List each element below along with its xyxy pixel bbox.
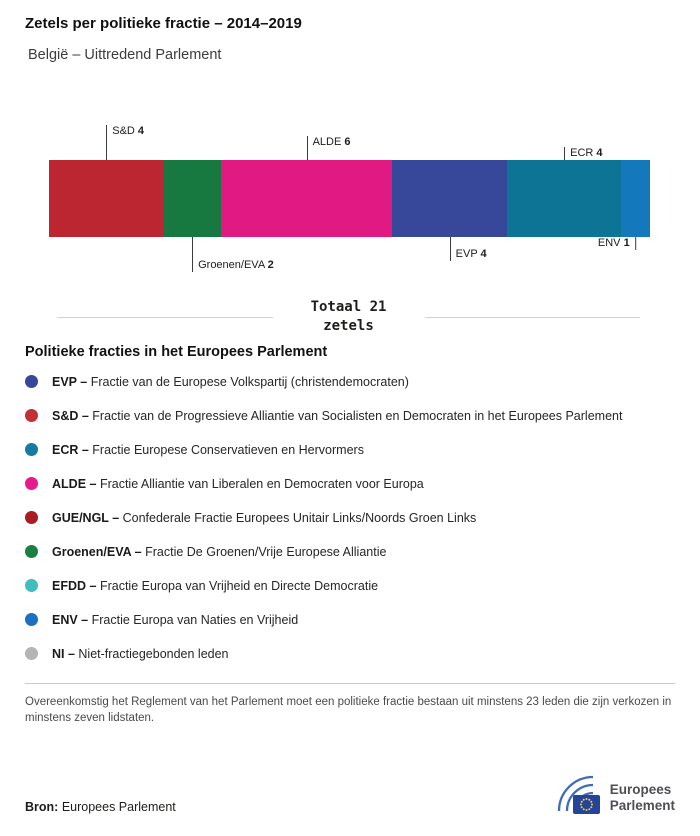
- callout-label: S&D 4: [112, 125, 145, 137]
- legend-item-ecr: ECR – Fractie Europese Conservatieven en…: [25, 441, 675, 459]
- ep-hemicycle-flag-icon: [529, 775, 601, 820]
- legend-item-env: ENV – Fractie Europa van Naties en Vrijh…: [25, 611, 675, 629]
- bar-segment-alde: [220, 160, 393, 237]
- total-seats-text: Totaal 21 zetels: [273, 298, 425, 336]
- bar-segment-ecr: [506, 160, 622, 237]
- total-seats-line2: zetels: [323, 318, 374, 334]
- legend-dot-ecr: [25, 443, 38, 456]
- european-parliament-logo: Europees Parlement: [529, 775, 675, 820]
- source-value: Europees Parlement: [61, 800, 176, 814]
- seat-bar: [49, 160, 650, 237]
- legend-item-groenen-eva: Groenen/EVA – Fractie De Groenen/Vrije E…: [25, 543, 675, 561]
- bar-area: S&D 4 Groenen/EVA 2 ALDE 6 EVP 4 ECR 4 ENV 1: [49, 125, 650, 272]
- ep-logo-text: Europees Parlement: [610, 782, 675, 814]
- footnote-divider: [25, 683, 675, 684]
- total-rule-left: [57, 316, 273, 318]
- footer: Bron: Europees Parlement: [25, 775, 675, 820]
- callout-label: Groenen/EVA 2: [198, 259, 274, 271]
- callout-label: ENV 1: [597, 237, 630, 249]
- legend-item-text: ECR – Fractie Europese Conservatieven en…: [52, 443, 364, 457]
- legend-item-text: EFDD – Fractie Europa van Vrijheid en Di…: [52, 579, 379, 593]
- page-title: Zetels per politieke fractie – 2014–2019: [25, 15, 302, 32]
- footnote: Overeenkomstig het Reglement van het Par…: [25, 696, 672, 724]
- legend-dot-gue-ngl: [25, 511, 38, 524]
- legend-list: EVP – Fractie van de Europese Volksparti…: [25, 373, 675, 663]
- legend-item-gue-ngl: GUE/NGL – Confederale Fractie Europees U…: [25, 509, 675, 527]
- legend-dot-alde: [25, 477, 38, 490]
- page-subtitle: België – Uittredend Parlement: [28, 47, 222, 63]
- legend-item-ni: NI – Niet-fractiegebonden leden: [25, 645, 675, 663]
- legend-item-text: Groenen/EVA – Fractie De Groenen/Vrije E…: [52, 545, 387, 559]
- legend-dot-env: [25, 613, 38, 626]
- bar-segment-s-d: [49, 160, 164, 237]
- legend-dot-s-d: [25, 409, 38, 422]
- callout-alde: ALDE 6: [306, 136, 351, 160]
- callout-label: ECR 4: [570, 147, 603, 159]
- total-seats-callout: Totaal 21 zetels: [57, 298, 640, 336]
- legend-item-evp: EVP – Fractie van de Europese Volksparti…: [25, 373, 675, 391]
- legend-item-text: ENV – Fractie Europa van Naties en Vrijh…: [52, 613, 299, 627]
- legend-dot-efdd: [25, 579, 38, 592]
- legend-dot-evp: [25, 375, 38, 388]
- callout-groenen-eva: Groenen/EVA 2: [192, 237, 274, 272]
- legend-item-alde: ALDE – Fractie Alliantie van Liberalen e…: [25, 475, 675, 493]
- callout-s-d: S&D 4: [106, 125, 144, 160]
- source-line: Bron: Europees Parlement: [25, 800, 176, 820]
- legend-dot-ni: [25, 647, 38, 660]
- legend-item-text: EVP – Fractie van de Europese Volksparti…: [52, 375, 409, 389]
- legend-dot-groenen-eva: [25, 545, 38, 558]
- header: Zetels per politieke fractie – 2014–2019…: [0, 0, 700, 63]
- callout-label: ALDE 6: [312, 136, 351, 148]
- bar-segment-evp: [392, 160, 507, 237]
- legend-item-text: GUE/NGL – Confederale Fractie Europees U…: [52, 511, 477, 525]
- bar-segment-groenen-eva: [163, 160, 221, 237]
- bar-segment-env: [621, 160, 650, 237]
- legend-item-text: NI – Niet-fractiegebonden leden: [52, 647, 229, 661]
- callout-env: ENV 1: [598, 237, 636, 250]
- ep-logo-line2: Parlement: [609, 797, 675, 813]
- seats-stacked-bar-chart: S&D 4 Groenen/EVA 2 ALDE 6 EVP 4 ECR 4 ENV 1: [0, 125, 700, 272]
- ep-logo-line1: Europees: [609, 781, 672, 797]
- total-seats-line1: Totaal 21: [310, 299, 387, 315]
- source-label: Bron:: [25, 800, 59, 814]
- callout-evp: EVP 4: [449, 237, 487, 261]
- legend-item-efdd: EFDD – Fractie Europa van Vrijheid en Di…: [25, 577, 675, 595]
- legend-item-text: S&D – Fractie van de Progressieve Allian…: [52, 409, 623, 423]
- legend-item-text: ALDE – Fractie Alliantie van Liberalen e…: [52, 477, 424, 491]
- callout-ecr: ECR 4: [564, 147, 603, 160]
- total-rule-right: [424, 316, 640, 318]
- callout-label: EVP 4: [455, 248, 487, 260]
- legend-heading: Politieke fracties in het Europees Parle…: [25, 344, 328, 360]
- legend-item-s-d: S&D – Fractie van de Progressieve Allian…: [25, 407, 675, 425]
